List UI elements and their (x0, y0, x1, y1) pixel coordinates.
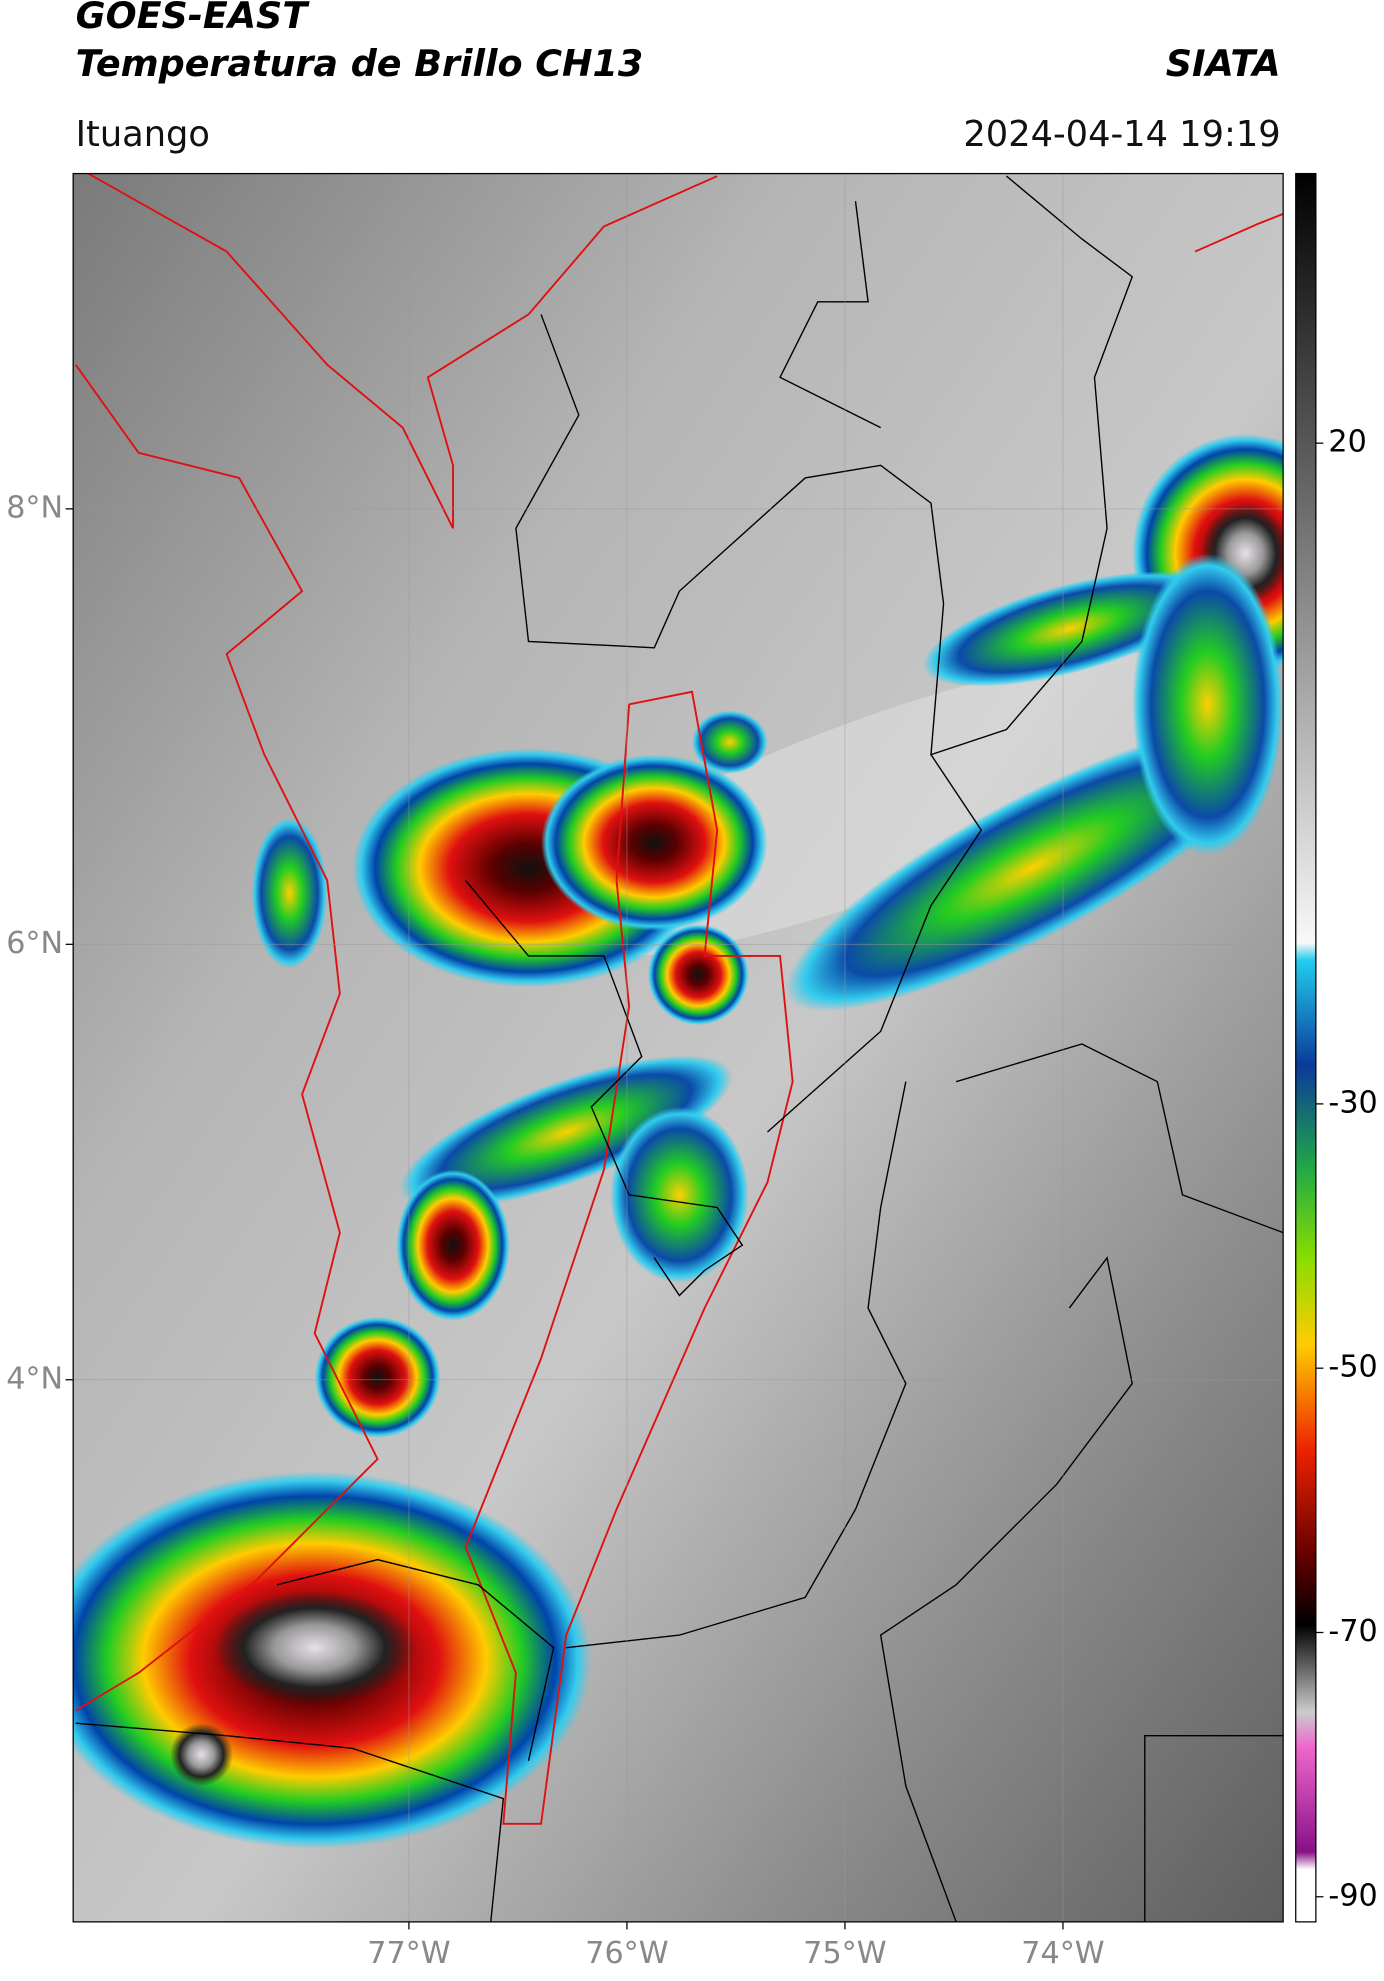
colorbar-tick-label: -30 (1328, 1085, 1377, 1120)
x-tick-label: 74°W (1021, 1936, 1104, 1971)
title-source: GOES-EAST (76, 0, 311, 37)
brand: SIATA (1166, 42, 1281, 85)
map-frame (72, 172, 1284, 1923)
colorbar-tick-label: 20 (1328, 425, 1366, 460)
y-tick-label: 4°N (6, 1361, 63, 1396)
colorbar (1295, 172, 1317, 1923)
y-tick-label: 6°N (6, 926, 63, 961)
title-product: Temperatura de Brillo CH13 (76, 42, 644, 85)
colorbar-tick-label: -70 (1328, 1614, 1377, 1649)
location: Ituango (76, 114, 210, 155)
x-tick-label: 77°W (367, 1936, 450, 1971)
x-tick-label: 75°W (803, 1936, 886, 1971)
colorbar-tick-label: -90 (1328, 1878, 1377, 1913)
x-tick-label: 76°W (585, 1936, 668, 1971)
map-image (73, 173, 1284, 1922)
colorbar-tick-label: -50 (1328, 1350, 1377, 1385)
y-tick-label: 8°N (6, 490, 63, 525)
datetime: 2024-04-14 19:19 (963, 114, 1280, 155)
